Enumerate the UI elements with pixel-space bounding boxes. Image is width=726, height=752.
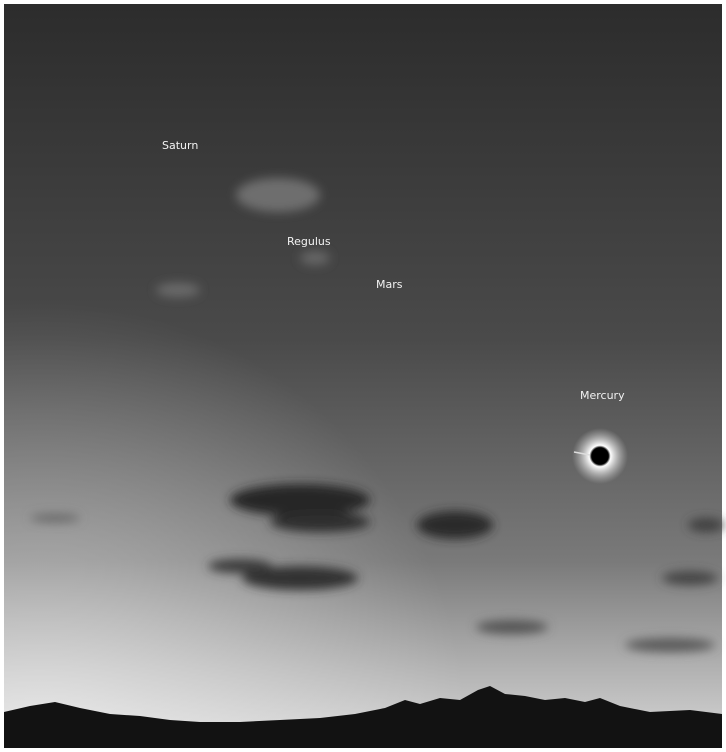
star-label: Mars	[376, 278, 403, 291]
cloud	[236, 178, 320, 212]
cloud	[270, 512, 370, 532]
cloud	[476, 620, 548, 634]
eclipsed-sun	[572, 428, 628, 484]
cloud	[417, 511, 493, 539]
cloud	[662, 571, 718, 585]
sky-photo: Saturn Regulus Mars Mercury	[0, 0, 726, 752]
cloud	[30, 514, 80, 522]
cloud	[688, 518, 724, 532]
cloud	[300, 251, 330, 265]
horizon-glow	[4, 4, 722, 748]
star-label: Saturn	[162, 139, 198, 152]
cloud	[230, 484, 370, 516]
cloud	[625, 638, 715, 652]
cloud	[208, 559, 272, 573]
star-label: Mercury	[580, 389, 625, 402]
page: Saturn Regulus Mars Mercury (() => { con…	[0, 0, 726, 752]
star-label: Regulus	[287, 235, 331, 248]
cloud	[156, 283, 200, 297]
